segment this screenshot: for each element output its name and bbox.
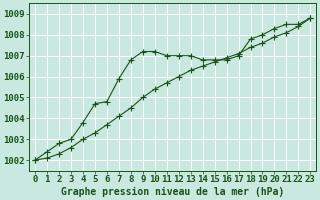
X-axis label: Graphe pression niveau de la mer (hPa): Graphe pression niveau de la mer (hPa)	[61, 186, 284, 197]
